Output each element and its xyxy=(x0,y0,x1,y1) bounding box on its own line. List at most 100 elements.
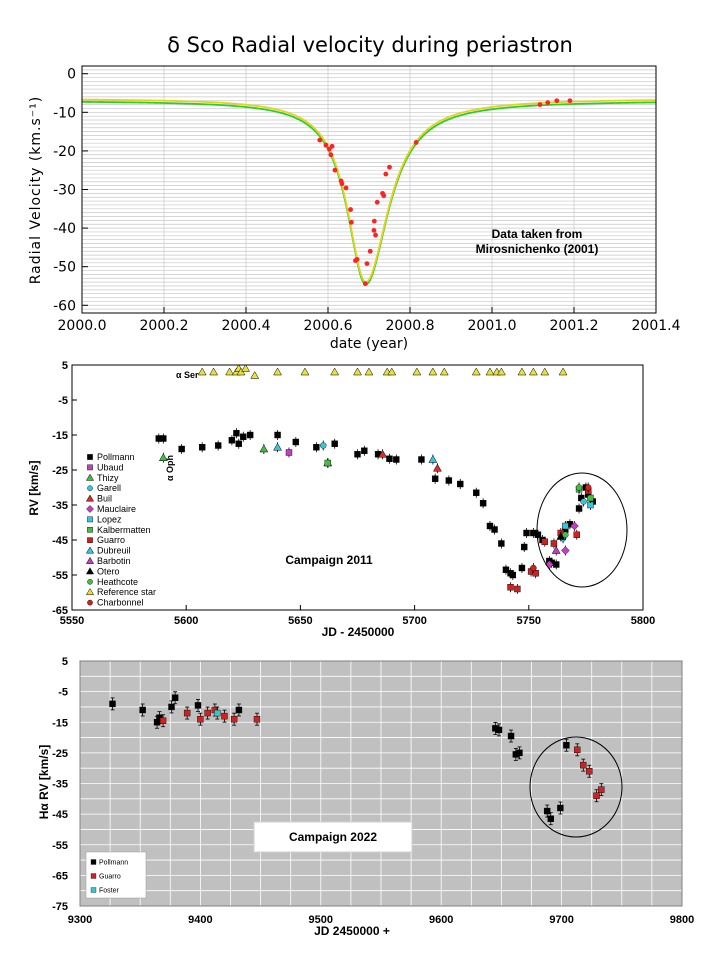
panel2-point-guarro xyxy=(573,531,580,538)
panel2-point-barbotin xyxy=(551,545,561,554)
panel2-legend-label: Dubreuil xyxy=(97,546,131,556)
panel3-y-tick-label: -55 xyxy=(52,840,68,852)
panel2-legend-label: Thizy xyxy=(97,473,119,483)
panel3-x-label: JD 2450000 + xyxy=(314,924,390,938)
panel2-legend-marker xyxy=(85,546,95,554)
panel1-data-point xyxy=(567,98,573,104)
panel2-legend-marker xyxy=(85,494,95,502)
panel2-point-mauclaire xyxy=(570,521,579,531)
panel2-point-thizy xyxy=(158,453,168,461)
panel2-point-pollmann xyxy=(498,540,505,547)
panel3-point-guarro xyxy=(586,768,593,775)
panel3-point-pollmann xyxy=(194,702,202,709)
panel1-data-point xyxy=(373,232,378,238)
panel2-point-pollmann xyxy=(521,543,528,551)
panel3-point-guarro xyxy=(574,746,581,754)
panel2-point-buil xyxy=(433,463,442,472)
panel2-point-pollmann xyxy=(431,475,439,482)
panel2-point-ubaud xyxy=(285,449,293,456)
panel1-y-tick-label: -30 xyxy=(53,183,76,199)
panel2-point-pollmann xyxy=(233,430,240,437)
panel2-legend-marker xyxy=(85,567,95,575)
panel3-annotation-box xyxy=(253,821,413,853)
panel2-point-heathcote xyxy=(562,531,569,538)
panel1-y-tick-label: -20 xyxy=(53,144,76,160)
panel3-point-guarro xyxy=(204,709,211,717)
panel2-point-pollmann xyxy=(214,442,222,449)
panel2-legend-marker xyxy=(87,485,93,492)
panel2-point-reference-star xyxy=(412,367,422,376)
panel3-grid xyxy=(79,660,683,907)
panel2-point-guarro xyxy=(550,540,558,547)
panel1-model-curves xyxy=(81,98,657,286)
panel1-model-curve xyxy=(81,98,657,284)
panel2-legend-label: Lopez xyxy=(97,514,122,524)
panel2-y-tick-label: -55 xyxy=(52,570,68,582)
panel1-data-point xyxy=(537,102,543,107)
panel1-data-point xyxy=(374,199,380,205)
panel2-point-lopez xyxy=(562,522,569,530)
panel2-legend-marker xyxy=(87,599,93,606)
panel2-point-pollmann xyxy=(386,455,393,462)
panel2-point-pollmann xyxy=(418,456,425,463)
panel2-y-tick-label: -65 xyxy=(52,605,68,617)
panel2-x-tick-label: 5550 xyxy=(60,615,84,627)
panel3-point-foster xyxy=(214,709,221,717)
panel3-legend: Pollmann Guarro Foster xyxy=(90,859,128,895)
panel2-point-guarro xyxy=(541,538,548,545)
panel2-point-pollmann xyxy=(479,500,487,507)
panel2-y-ticks: 5 -5 -15 -25 -35 -45 -55 -65 xyxy=(52,360,77,617)
panel1-data-point xyxy=(367,248,373,254)
panel2-point-pollmann xyxy=(240,433,247,440)
panel2-point-reference-star xyxy=(250,370,260,379)
panel3-y-tick-label: 5 xyxy=(62,656,68,668)
panel2-annotation: Campaign 2011 xyxy=(285,553,373,567)
panel3-point-pollmann xyxy=(171,694,179,701)
panel2-point-pollmann xyxy=(523,529,530,537)
panel1-data-point xyxy=(383,171,389,177)
panel3-point-guarro xyxy=(183,709,191,717)
panel3-x-tick-label: 9300 xyxy=(68,914,92,926)
panel2-point-pollmann xyxy=(502,566,510,573)
panel3-point-guarro xyxy=(598,786,605,793)
panel1-x-ticks: 2000.0 2000.2 2000.4 2000.6 2000.8 2001.0 2001… xyxy=(58,307,681,334)
panel2-point-pollmann xyxy=(393,456,400,463)
panel3-y-tick-label: -65 xyxy=(52,870,68,882)
panel2-point-pollmann xyxy=(354,451,361,458)
panel2-y-tick-label: -45 xyxy=(52,535,68,547)
panel2-point-kalbermatten xyxy=(324,459,332,467)
panel2-y-tick-label: -25 xyxy=(52,465,68,477)
panel3-data-points xyxy=(109,691,605,826)
panel1-y-label: Radial Velocity (km.s⁻¹) xyxy=(28,96,44,284)
panel1-data-point xyxy=(381,193,387,199)
panel2-point-heathcote xyxy=(575,484,583,491)
panel1-x-tick-label: 2000.0 xyxy=(58,318,107,334)
panel3-y-label: Hα RV [km/s] xyxy=(37,745,51,820)
panel2-x-tick-label: 5700 xyxy=(402,615,426,627)
panel2-point-garell xyxy=(580,498,587,505)
panel2-frame xyxy=(71,364,644,611)
panel1-y-tick-label: -40 xyxy=(53,221,76,237)
panel2-y-tick-label: 5 xyxy=(62,360,68,372)
panel1-model-curve xyxy=(82,100,657,286)
panel2-legend-marker xyxy=(87,537,93,543)
panel2-legend-label: Mauclaire xyxy=(97,504,136,514)
panel2-point-pollmann xyxy=(518,564,526,572)
panel2-point-pollmann xyxy=(228,437,236,444)
panel3-legend-label: Guarro xyxy=(99,874,121,881)
panel2-point-guarro xyxy=(514,585,521,593)
panel2-x-label: JD - 2450000 xyxy=(322,625,395,639)
panel2-point-charbonnel xyxy=(530,564,537,572)
panel2-legend-marker xyxy=(86,505,94,513)
panel2-point-dubreuil xyxy=(273,442,282,451)
panel2-legend-marker xyxy=(87,527,93,533)
panel2-legend-label: Charbonnel xyxy=(97,598,144,608)
panel2-point-reference-star xyxy=(471,367,481,376)
panel1-x-tick-label: 2000.6 xyxy=(304,318,353,334)
panel2-point-pollmann xyxy=(160,435,167,442)
panel2-legend-label: Ubaud xyxy=(97,462,124,472)
panel1-data-point xyxy=(328,152,334,158)
panel2-point-reference-star xyxy=(364,367,374,376)
panel2-legend-label: Guarro xyxy=(97,535,125,545)
panel1-x-tick-label: 2000.4 xyxy=(222,318,271,334)
